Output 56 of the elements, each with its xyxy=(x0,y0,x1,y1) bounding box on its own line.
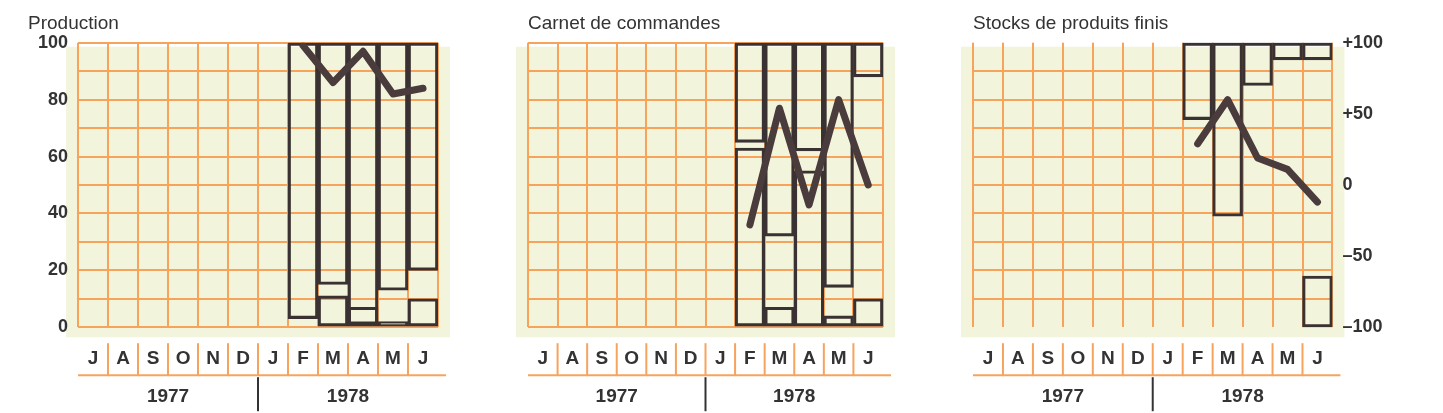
y-tick-label: 20 xyxy=(48,259,69,280)
x-tick-label: J xyxy=(1312,346,1323,368)
x-tick-label: N xyxy=(1100,346,1115,368)
text: 1978 xyxy=(1221,385,1264,407)
x-tick-label: A xyxy=(356,346,371,368)
text: 1977 xyxy=(146,385,190,407)
x-tick-label: O xyxy=(624,346,639,368)
x-tick-label: S xyxy=(146,346,160,368)
chart-title: Carnet de commandes xyxy=(528,11,721,33)
x-tick-label: A xyxy=(1011,346,1026,368)
x-tick-label: F xyxy=(744,346,756,368)
x-tick-label: J xyxy=(417,346,429,368)
y-tick-label: 0 xyxy=(58,316,69,337)
x-tick-label: M xyxy=(1279,346,1296,368)
x-tick-label: N xyxy=(206,346,220,368)
x-tick-label: M xyxy=(771,346,788,368)
text: 1978 xyxy=(326,385,370,407)
y2-tick-label: 0 xyxy=(1342,173,1353,194)
x-tick-label: D xyxy=(1130,346,1145,368)
y-tick-label: 40 xyxy=(48,202,69,223)
x-tick-label: J xyxy=(267,346,279,368)
y-tick-label: 100 xyxy=(37,31,69,52)
x-tick-label: F xyxy=(1191,346,1204,368)
y2-tick-label: –100 xyxy=(1342,316,1383,337)
x-tick-label: N xyxy=(654,346,668,368)
x-tick-label: O xyxy=(1070,346,1086,368)
chart-title: Production xyxy=(28,11,119,33)
y-tick-label: 60 xyxy=(48,145,69,166)
y2-tick-label: –50 xyxy=(1342,245,1373,266)
x-tick-label: A xyxy=(1250,346,1265,368)
x-tick-label: J xyxy=(1162,346,1173,368)
x-tick-label: M xyxy=(325,346,341,368)
x-tick-label: D xyxy=(683,346,698,368)
x-tick-label: S xyxy=(595,346,609,368)
x-tick-label: S xyxy=(1041,346,1055,368)
x-tick-label: J xyxy=(982,346,994,368)
x-tick-label: J xyxy=(715,346,726,368)
x-tick-label: F xyxy=(297,346,309,368)
text: 1978 xyxy=(773,385,816,407)
y2-tick-label: +100 xyxy=(1342,31,1383,52)
x-tick-label: M xyxy=(1219,346,1236,368)
x-tick-label: M xyxy=(385,346,401,368)
y-tick-label: 80 xyxy=(48,88,69,109)
x-tick-label: A xyxy=(116,346,131,368)
x-tick-label: J xyxy=(862,346,874,368)
x-tick-label: M xyxy=(830,346,847,368)
text: 1977 xyxy=(1041,385,1084,407)
x-tick-label: A xyxy=(565,346,580,368)
x-tick-label: J xyxy=(537,346,549,368)
x-tick-label: D xyxy=(236,346,250,368)
text: 1977 xyxy=(595,385,638,407)
x-tick-label: O xyxy=(175,346,191,368)
y2-tick-label: +50 xyxy=(1342,102,1373,123)
chart-title: Stocks de produits finis xyxy=(973,11,1169,33)
x-tick-label: J xyxy=(87,346,99,368)
x-tick-label: A xyxy=(802,346,817,368)
